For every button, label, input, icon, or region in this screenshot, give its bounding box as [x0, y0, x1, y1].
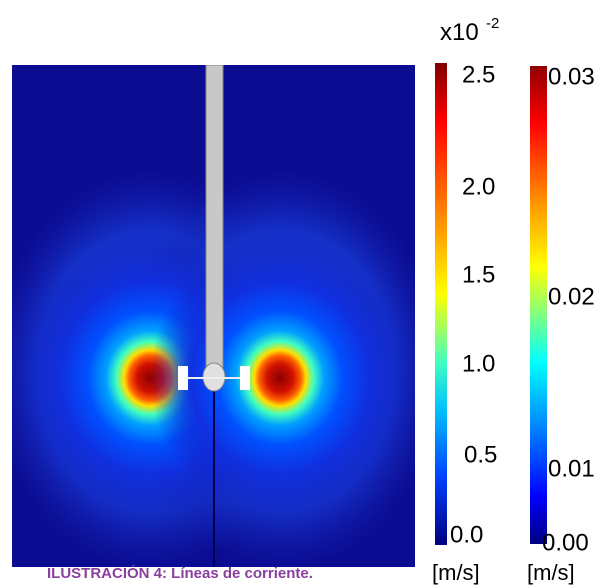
- colorbar-tick-label: 0.03: [548, 63, 595, 90]
- colorbar-tick-label: 0.02: [548, 283, 595, 310]
- velocity-field: [12, 65, 415, 567]
- colorbar-unit: [m/s]: [527, 560, 575, 585]
- colorbar-multiplier: x10: [440, 19, 479, 46]
- colorbar-unit: [m/s]: [432, 560, 480, 585]
- colorbar-tick-label: 1.0: [462, 350, 495, 377]
- colorbar-tick-label: 1.5: [462, 261, 495, 288]
- colorbar-tick-label: 0.00: [542, 529, 589, 556]
- shaft: [205, 65, 224, 376]
- colorbar-exponent: -2: [486, 15, 499, 32]
- figure-caption: ILUSTRACIÓN 4: Líneas de corriente.: [47, 564, 313, 582]
- colorbar-tick-label: 2.5: [462, 61, 495, 88]
- colorbar-tick-label: 0.0: [450, 521, 483, 548]
- colorbar-tick-label: 0.5: [464, 441, 497, 468]
- colorbar: [435, 63, 447, 545]
- blade: [178, 366, 188, 390]
- colorbar-tick-label: 2.0: [462, 173, 495, 200]
- colorbar: [530, 66, 547, 544]
- blade: [240, 366, 250, 390]
- colorbar-tick-label: 0.01: [548, 455, 595, 482]
